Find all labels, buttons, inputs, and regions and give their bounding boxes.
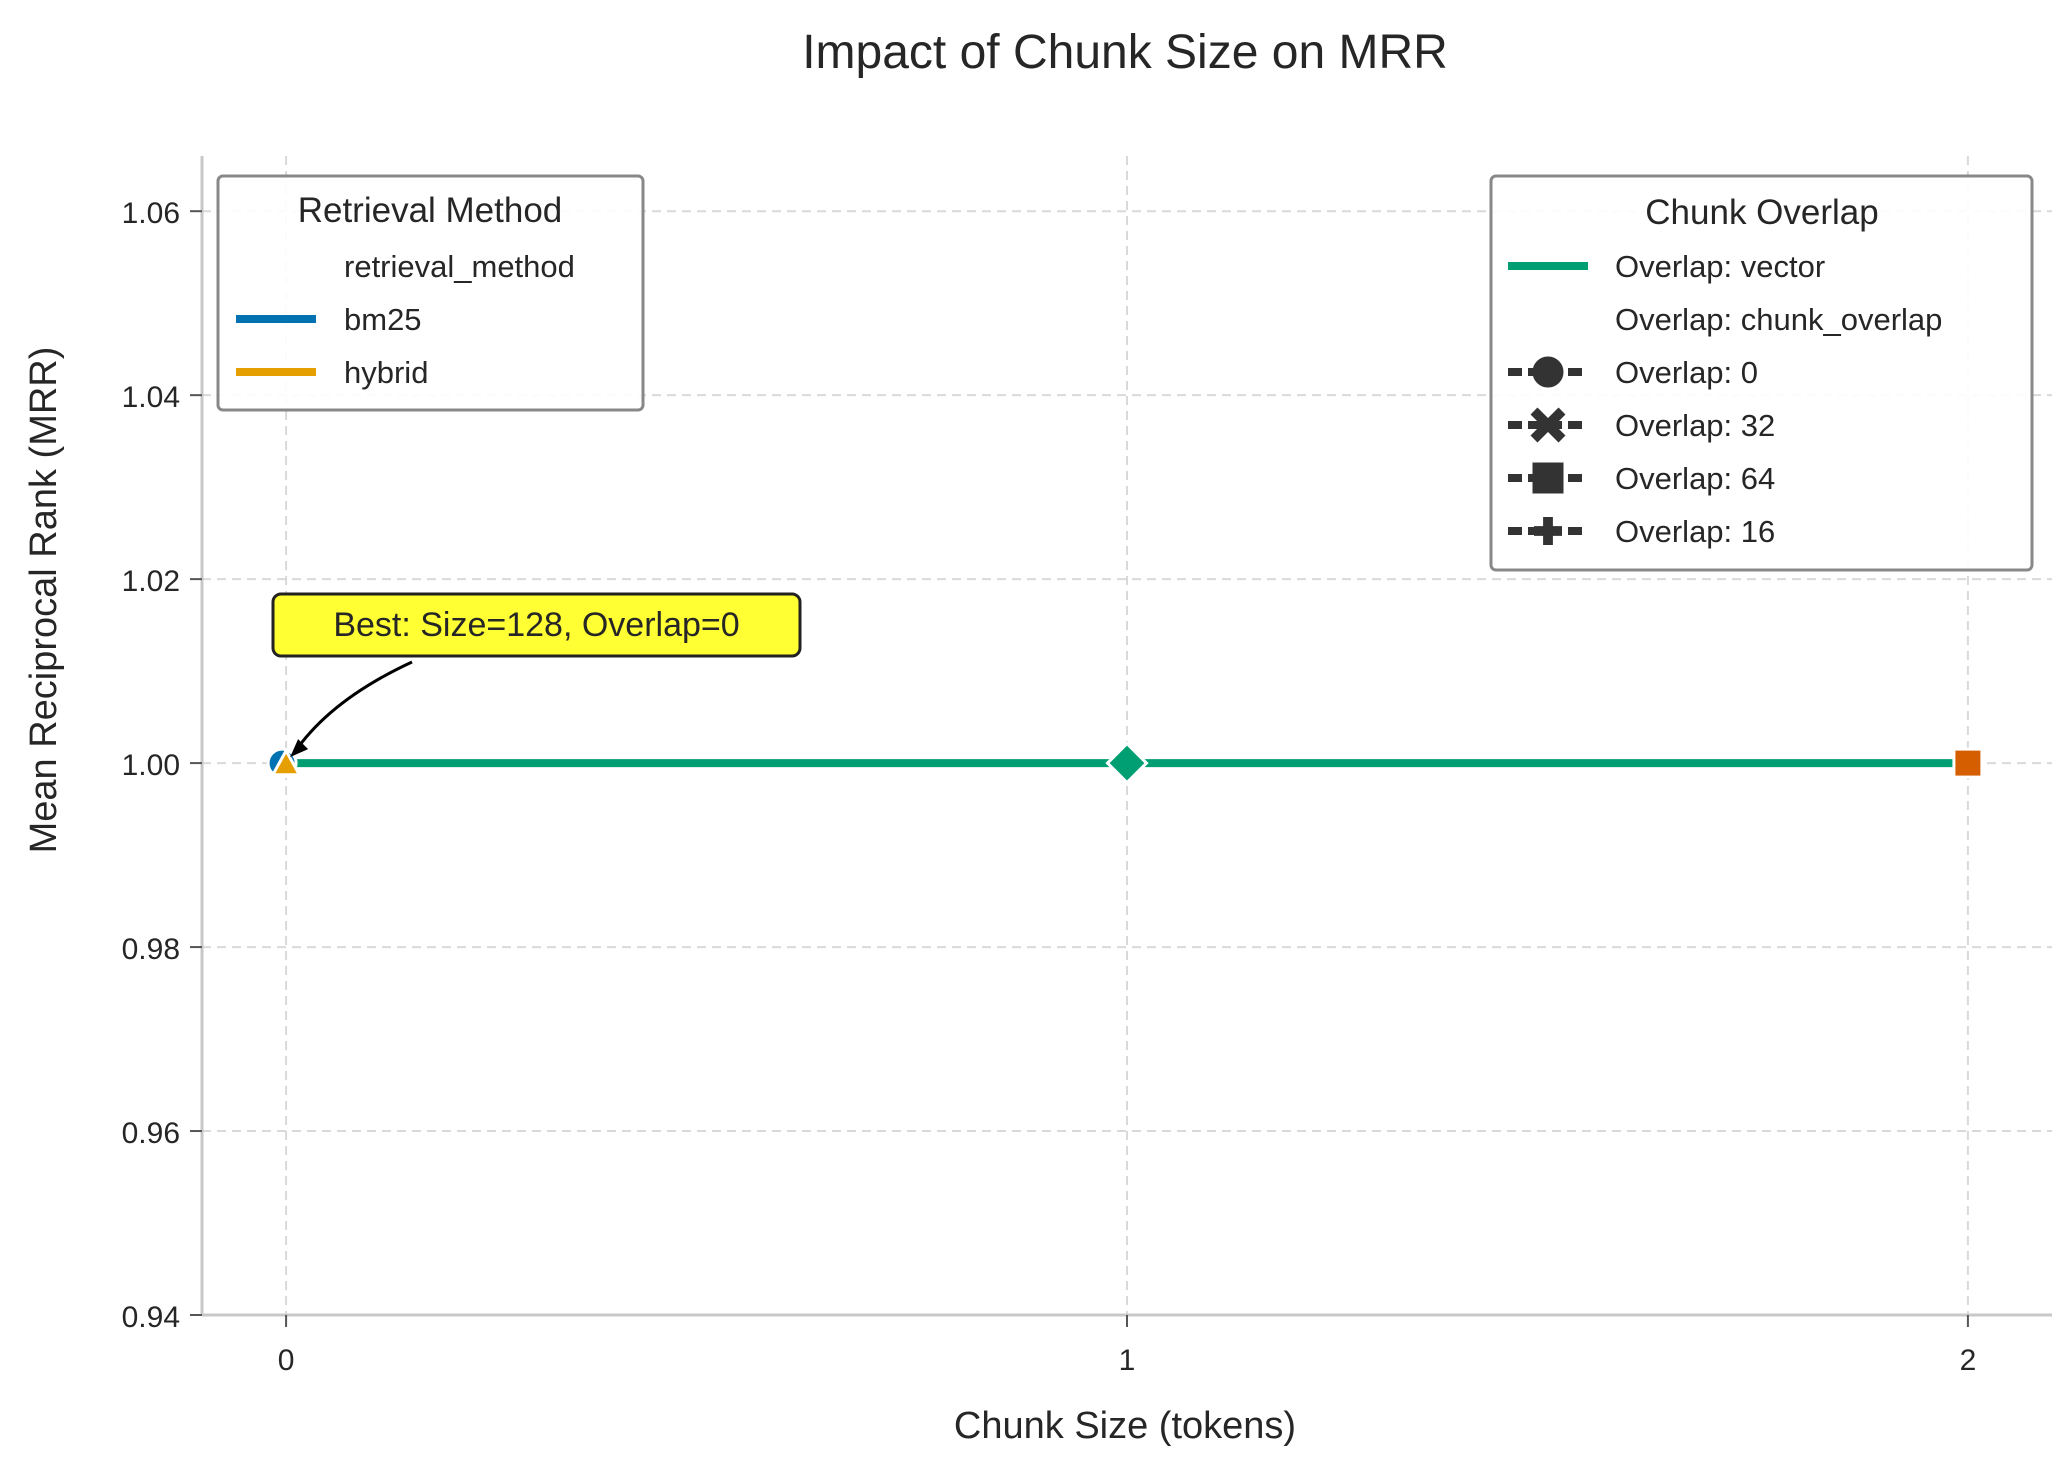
legend-box <box>216 174 645 412</box>
legend-label: Overlap: 64 <box>1615 461 1775 496</box>
legend-marker-x <box>1530 407 1566 443</box>
annotation-text: Best: Size=128, Overlap=0 <box>333 606 739 644</box>
legend-retrieval-method: Retrieval Method retrieval_method bm25 hybr… <box>216 174 645 412</box>
x-marker-stroke <box>1530 407 1566 443</box>
x-axis-label: Chunk Size (tokens) <box>954 1405 1296 1447</box>
annotation-arrowhead <box>290 739 309 758</box>
legend-marker-plus <box>1534 517 1562 545</box>
y-tick-label: 1.04 <box>122 381 180 414</box>
legend-label: retrieval_method <box>344 249 575 284</box>
legend-label: Overlap: vector <box>1615 249 1825 284</box>
y-tick-label: 1.00 <box>122 749 180 782</box>
data-point-hybrid <box>270 747 302 777</box>
x-tick-label: 0 <box>278 1344 295 1377</box>
ticks: 0.94 0.96 0.98 1.00 1.02 1.04 1.06 0 1 2 <box>122 197 1977 1377</box>
x-tick-label: 1 <box>1119 1344 1136 1377</box>
legend-marker-square <box>1532 462 1564 494</box>
legend-label: Overlap: 16 <box>1615 514 1775 549</box>
annotation-box <box>271 592 802 658</box>
y-tick-label: 0.94 <box>122 1301 180 1334</box>
y-tick-label: 0.96 <box>122 1117 180 1150</box>
legend-marker-circle <box>1532 356 1564 388</box>
y-tick-label: 1.02 <box>122 565 180 598</box>
annotation: Best: Size=128, Overlap=0 <box>271 592 802 758</box>
data-point-extra <box>1952 747 1984 779</box>
chart-title: Impact of Chunk Size on MRR <box>802 26 1448 79</box>
legend-box <box>1489 174 2034 572</box>
legend-label: Overlap: 0 <box>1615 355 1758 390</box>
legend-label: bm25 <box>344 302 422 337</box>
y-axis-label: Mean Reciprocal Rank (MRR) <box>23 347 65 854</box>
legend-label: hybrid <box>344 355 428 390</box>
legend-chunk-overlap: Chunk Overlap Overlap: vector Overlap: chu… <box>1489 174 2034 572</box>
legend-label: Overlap: 32 <box>1615 408 1775 443</box>
legend-title: Chunk Overlap <box>1645 193 1878 232</box>
legend-label: Overlap: chunk_overlap <box>1615 302 1942 337</box>
y-tick-label: 0.98 <box>122 933 180 966</box>
legend-title: Retrieval Method <box>298 191 563 230</box>
x-tick-label: 2 <box>1960 1344 1977 1377</box>
annotation-arrow <box>292 660 413 754</box>
plot-area <box>266 741 1984 785</box>
data-point-vector <box>1105 741 1149 785</box>
y-tick-label: 1.06 <box>122 197 180 230</box>
